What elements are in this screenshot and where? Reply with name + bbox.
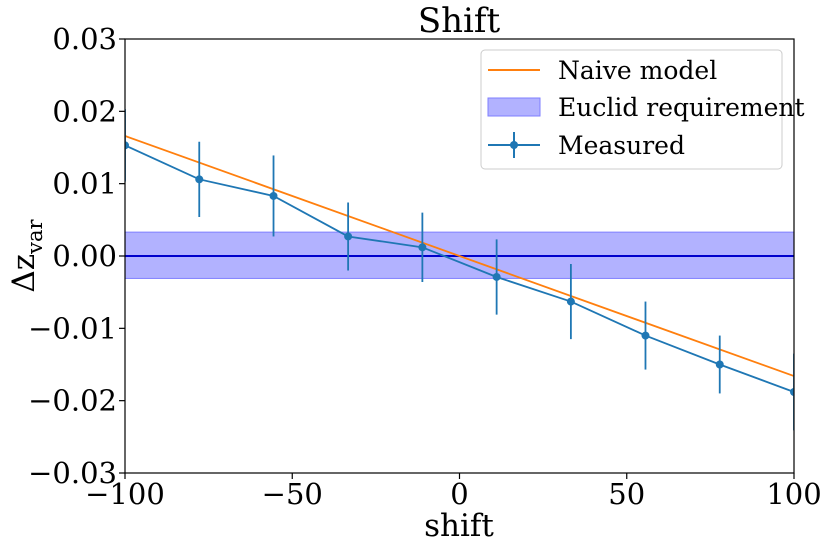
y-tick-label: 0.00 bbox=[52, 239, 117, 273]
x-tick-label: −100 bbox=[85, 477, 165, 511]
naive-model-line bbox=[125, 135, 794, 377]
legend-measured-label: Measured bbox=[558, 131, 685, 160]
legend-band-patch bbox=[487, 97, 541, 117]
measured-point bbox=[418, 243, 427, 252]
legend-box bbox=[480, 49, 783, 170]
legend-naive-label: Naive model bbox=[558, 56, 717, 85]
measured-point bbox=[344, 232, 353, 241]
y-axis: 0.03 0.02 0.01 0.00 −0.01 −0.02 −0.03 bbox=[28, 22, 125, 490]
measured-point bbox=[715, 360, 724, 369]
y-axis-label: Δzvar bbox=[6, 218, 47, 292]
measured-point bbox=[195, 175, 204, 184]
chart-title: Shift bbox=[418, 1, 501, 41]
measured-point bbox=[641, 331, 650, 340]
x-tick-label: 50 bbox=[608, 477, 645, 511]
measured-point bbox=[269, 191, 278, 200]
measured-point bbox=[566, 297, 575, 306]
plot-area bbox=[125, 109, 794, 431]
x-axis: −100 −50 0 50 100 bbox=[85, 473, 822, 511]
y-tick-label: −0.02 bbox=[28, 384, 117, 418]
y-tick-label: 0.02 bbox=[52, 94, 117, 128]
measured-line bbox=[125, 144, 794, 393]
measured-point bbox=[790, 387, 794, 396]
x-tick-label: 100 bbox=[766, 477, 821, 511]
measured-point bbox=[125, 141, 129, 150]
x-tick-label: −50 bbox=[262, 477, 323, 511]
legend-band-label: Euclid requirement bbox=[558, 93, 805, 122]
legend-measured-marker bbox=[510, 141, 518, 149]
legend: Naive model Euclid requirement Measured bbox=[480, 49, 805, 170]
y-tick-label: 0.03 bbox=[52, 22, 117, 56]
x-tick-label: 0 bbox=[450, 477, 468, 511]
y-axis-label-base: Δz bbox=[6, 254, 42, 293]
y-tick-label: −0.01 bbox=[28, 311, 117, 345]
plot-clipped-group bbox=[125, 109, 794, 431]
y-axis-label-sub: var bbox=[23, 218, 47, 254]
y-tick-label: −0.03 bbox=[28, 456, 117, 490]
x-axis-label: shift bbox=[424, 508, 494, 544]
y-tick-label: 0.01 bbox=[52, 167, 117, 201]
measured-point bbox=[492, 272, 501, 281]
